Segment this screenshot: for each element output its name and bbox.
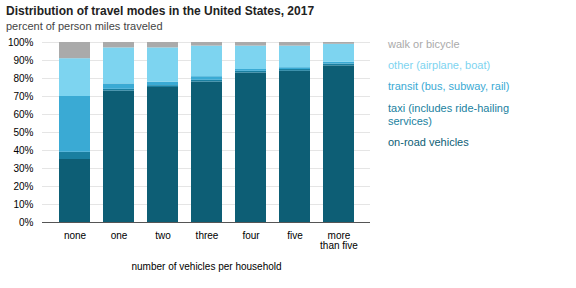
svg-text:90%: 90% [13,55,33,66]
html-text:taxi (includes ride-hailing se: taxi (includes ride-hailing services) [388,101,510,127]
svg-text:two: two [155,230,171,241]
svg-text:80%: 80% [13,73,33,84]
svg-text:10%: 10% [13,199,33,210]
svg-text:0%: 0% [19,217,34,228]
svg-text:five: five [287,230,303,241]
svg-text:number of vehicles per househo: number of vehicles per household [131,261,281,272]
svg-text:70%: 70% [13,91,33,102]
html-text:Distribution of travel modes i: Distribution of travel modes in the Unit… [6,4,315,18]
svg-text:three: three [196,230,219,241]
svg-text:20%: 20% [13,181,33,192]
svg-text:50%: 50% [13,127,33,138]
svg-text:60%: 60% [13,109,33,120]
svg-text:four: four [242,230,260,241]
svg-text:morethan five: morethan five [320,230,358,251]
html-text:other (airplane, boat): other (airplane, boat) [388,59,491,72]
html-text:walk or bicycle: walk or bicycle [388,38,460,50]
svg-text:100%: 100% [8,37,34,48]
svg-text:none: none [64,230,87,241]
html-text:percent of person miles travel: percent of person miles traveled [6,20,163,32]
svg-text:one: one [111,230,128,241]
svg-text:40%: 40% [13,145,33,156]
svg-text:30%: 30% [13,163,33,174]
html-text:on-road vehicles: on-road vehicles [388,135,469,148]
html-text:transit (bus, subway, rail): transit (bus, subway, rail) [388,80,510,93]
